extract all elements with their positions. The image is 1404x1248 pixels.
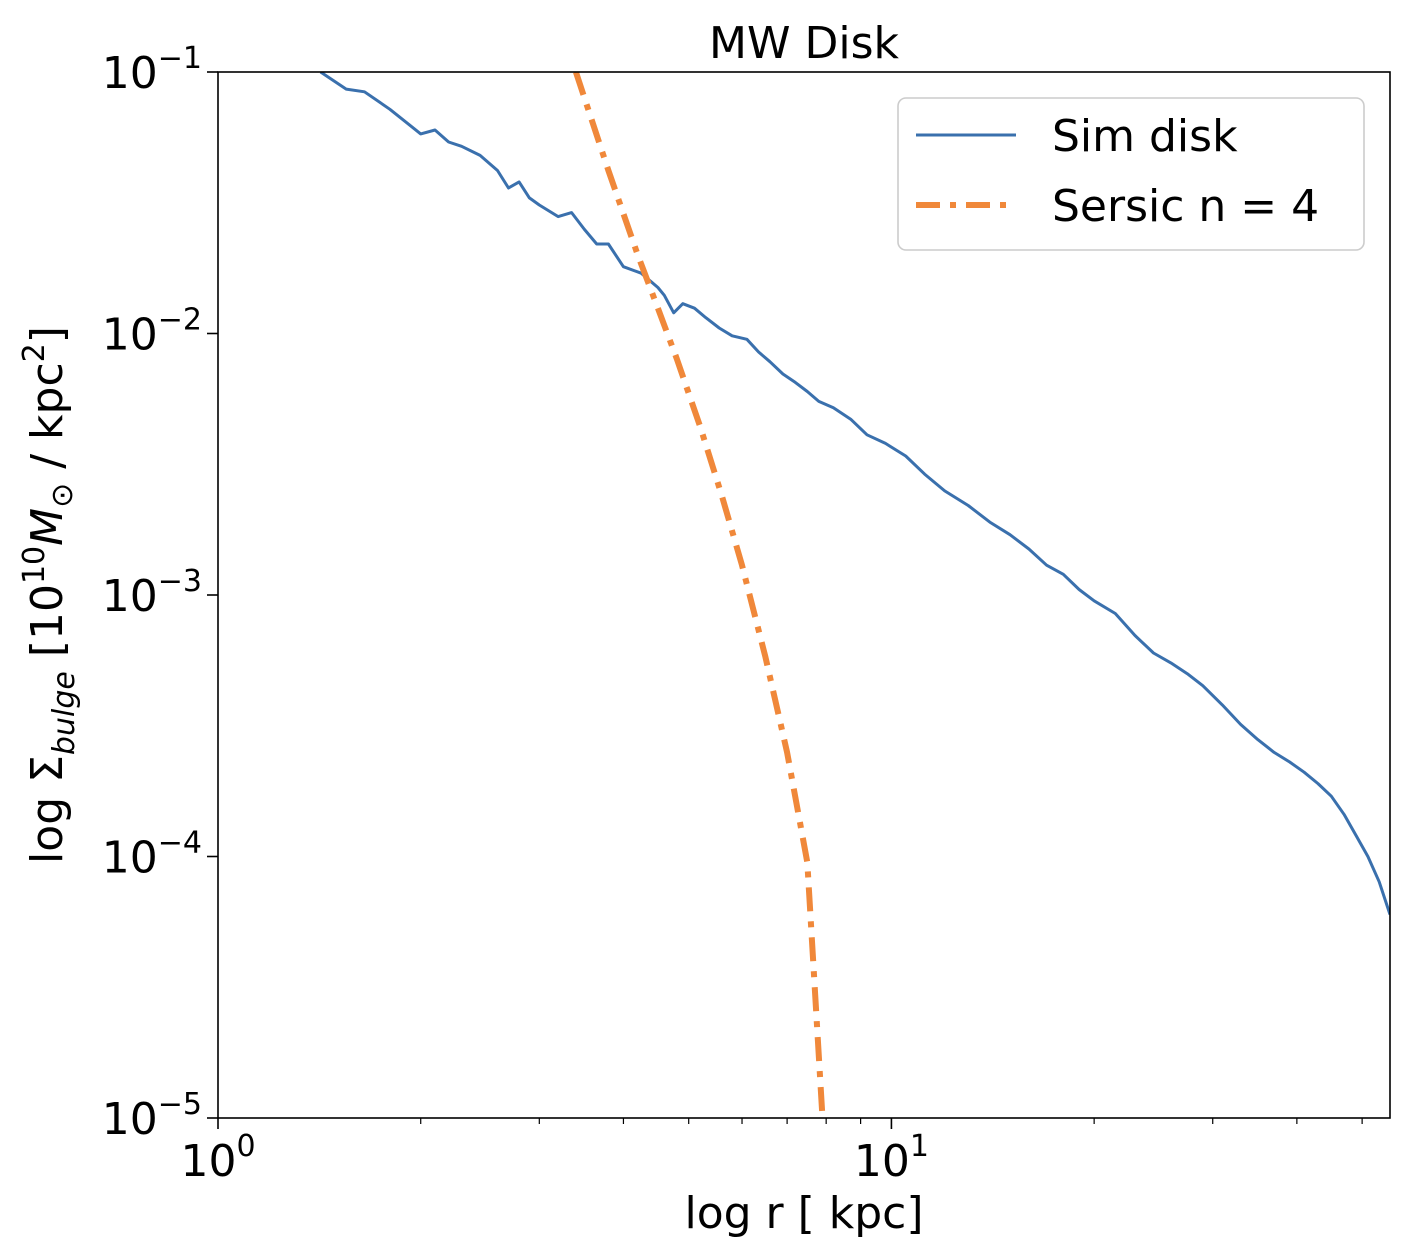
y-label-close: ] — [22, 326, 73, 343]
series-line-sersic — [573, 72, 826, 1118]
chart-title: MW Disk — [709, 18, 899, 69]
legend-label-sim-disk: Sim disk — [1052, 111, 1238, 162]
series-line-sim-disk — [319, 72, 1390, 915]
y-tick-label: 10−5 — [102, 1087, 202, 1145]
y-tick-label: 10−1 — [102, 41, 202, 99]
y-label-exp: 10 — [17, 546, 52, 584]
y-tick-exp: −3 — [158, 564, 202, 599]
y-label-prefix: log Σ — [22, 755, 73, 864]
y-axis-label: log Σbulge [1010M⊙ / kpc2] — [17, 326, 82, 864]
x-tick-label: 100 — [180, 1129, 255, 1187]
x-axis-ticks: 100 101 — [180, 1118, 929, 1187]
y-tick-base: 10 — [102, 310, 158, 361]
series-layer — [319, 72, 1390, 1118]
x-tick-label: 101 — [854, 1129, 929, 1187]
y-tick-base: 10 — [102, 1094, 158, 1145]
y-tick-exp: −1 — [158, 41, 202, 76]
y-tick-exp: −4 — [158, 826, 202, 861]
y-axis-ticks: 10−110−210−310−410−5 — [102, 41, 218, 1145]
x-tick-base: 10 — [180, 1136, 236, 1187]
y-label-mass: M — [22, 508, 73, 546]
y-tick-base: 10 — [102, 48, 158, 99]
legend: Sim disk Sersic n = 4 — [897, 97, 1365, 251]
y-label-unit: / kpc — [22, 362, 73, 482]
y-label-unit-exp: 2 — [17, 343, 52, 362]
x-tick-exp: 0 — [236, 1129, 255, 1164]
y-tick-label: 10−4 — [102, 826, 202, 884]
y-tick-label: 10−2 — [102, 303, 202, 361]
x-tick-exp: 1 — [910, 1129, 929, 1164]
plot-frame — [217, 71, 1391, 1119]
x-minor-ticks — [420, 1118, 1363, 1124]
y-tick-base: 10 — [102, 571, 158, 622]
y-label-sun: ⊙ — [45, 483, 80, 508]
legend-label-sersic: Sersic n = 4 — [1052, 181, 1319, 232]
y-tick-exp: −5 — [158, 1087, 202, 1122]
y-tick-base: 10 — [102, 833, 158, 884]
y-label-sub: bulge — [47, 671, 82, 755]
y-tick-label: 10−3 — [102, 564, 202, 622]
x-axis-label: log r [ kpc] — [684, 1188, 923, 1239]
y-label-bracket: [10 — [22, 584, 73, 671]
x-tick-base: 10 — [854, 1136, 910, 1187]
y-tick-exp: −2 — [158, 303, 202, 338]
